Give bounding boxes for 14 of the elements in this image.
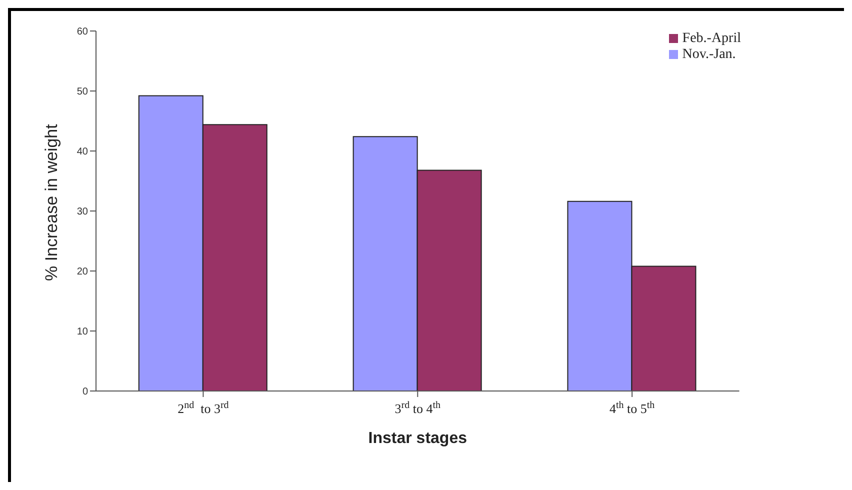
- y-tick-label: 60: [76, 26, 88, 38]
- x-axis-title: Instar stages: [368, 430, 468, 447]
- x-tick-label: 2$^{nd}$ to 3$^{rd}$: [178, 400, 229, 416]
- y-tick-label: 50: [76, 86, 88, 98]
- y-tick-label: 10: [76, 326, 88, 338]
- x-tick-label: 4$^{th}$ to 5$^{th}$: [609, 400, 655, 416]
- y-tick-label: 0: [82, 386, 88, 398]
- legend-label: Nov.-Jan.: [682, 47, 736, 62]
- y-tick-label: 20: [76, 266, 88, 278]
- y-tick-label: 30: [76, 206, 88, 218]
- y-tick-label: 40: [76, 146, 88, 158]
- x-tick-label: 3$^{rd}$ to 4$^{th}$: [394, 400, 441, 416]
- legend-label: Feb.-April: [682, 31, 741, 46]
- y-axis-title: % Increase in weight: [42, 124, 62, 281]
